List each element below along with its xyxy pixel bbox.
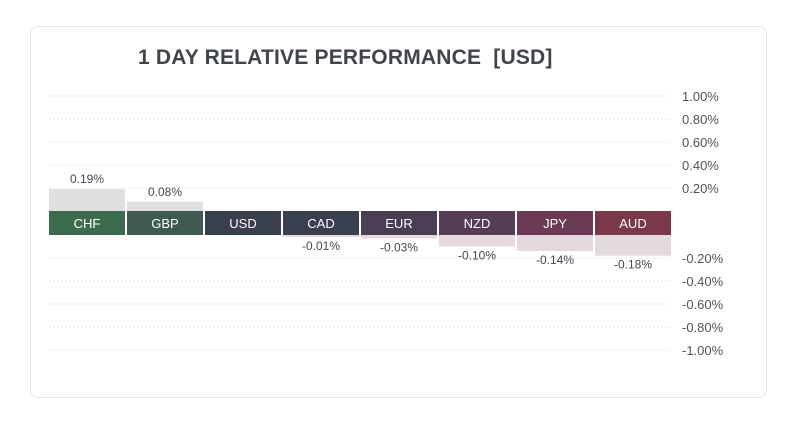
y-tick-label: -0.60%: [682, 297, 724, 312]
category-label: AUD: [619, 216, 646, 231]
bar-chf: [49, 189, 125, 211]
y-tick-label: -0.80%: [682, 320, 724, 335]
y-tick-label: -0.20%: [682, 251, 724, 266]
chart-title: 1 DAY RELATIVE PERFORMANCE [USD]: [138, 46, 553, 69]
category-label: EUR: [385, 216, 412, 231]
category-label: CAD: [307, 216, 334, 231]
category-strip-nzd: [439, 211, 515, 235]
y-tick-label: -1.00%: [682, 343, 724, 358]
category-strip-cad: [283, 211, 359, 235]
data-label: -0.01%: [302, 239, 340, 253]
data-labels: 0.19% 0.08% -0.01% -0.03% -0.10% -0.14% -0.18%: [70, 172, 652, 272]
y-tick-label: 1.00%: [682, 89, 719, 104]
bar-nzd: [439, 235, 515, 247]
category-strip-chf: [49, 211, 125, 235]
y-tick-label: -0.40%: [682, 274, 724, 289]
category-strip-eur: [361, 211, 437, 235]
y-tick-label: 0.20%: [682, 181, 719, 196]
category-strip-gbp: [127, 211, 203, 235]
bar-cad: [283, 235, 359, 237]
data-label: -0.14%: [536, 253, 574, 267]
category-label: JPY: [543, 216, 567, 231]
bars-group: [49, 189, 671, 256]
y-tick-label: 0.80%: [682, 112, 719, 127]
category-strip-jpy: [517, 211, 593, 235]
category-label: GBP: [151, 216, 178, 231]
category-label: CHF: [74, 216, 101, 231]
y-tick-label: 0.60%: [682, 135, 719, 150]
data-label: -0.10%: [458, 249, 496, 263]
data-label: -0.18%: [614, 258, 652, 272]
grid-lines: [49, 95, 670, 351]
bar-gbp: [127, 201, 203, 211]
y-axis: 1.00% 0.80% 0.60% 0.40% 0.20% -0.20% -0.40% -0.…: [682, 89, 724, 358]
category-label: NZD: [464, 216, 491, 231]
data-label: -0.03%: [380, 240, 418, 254]
bar-aud: [595, 235, 671, 256]
y-tick-label: 0.40%: [682, 158, 719, 173]
data-label: 0.08%: [148, 185, 182, 199]
data-label: 0.19%: [70, 172, 104, 186]
bar-eur: [361, 235, 437, 239]
bar-jpy: [517, 235, 593, 252]
category-label: USD: [229, 216, 256, 231]
category-strip-usd: [205, 211, 281, 235]
category-strip-aud: [595, 211, 671, 235]
category-strips: CHF GBP USD CAD EUR NZD JPY AUD: [49, 211, 671, 235]
